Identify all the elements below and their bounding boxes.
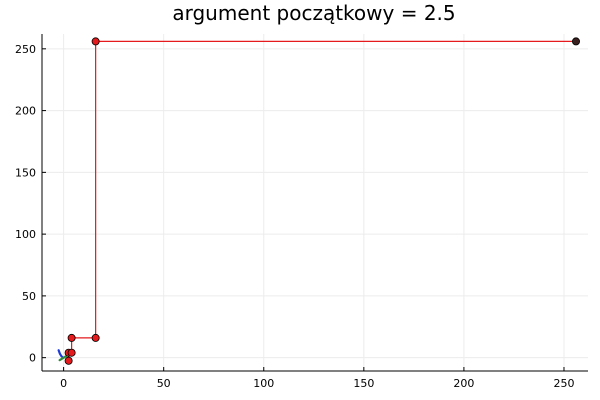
x-tick-label: 150 bbox=[353, 377, 374, 390]
data-point bbox=[571, 37, 580, 46]
data-point bbox=[67, 348, 76, 357]
x-tick-label: 100 bbox=[253, 377, 274, 390]
x-tick-label: 200 bbox=[453, 377, 474, 390]
chart-title: argument początkowy = 2.5 bbox=[172, 1, 455, 25]
y-tick-label: 150 bbox=[15, 166, 36, 179]
x-tick-label: 0 bbox=[60, 377, 67, 390]
y-tick-label: 50 bbox=[22, 290, 36, 303]
data-point bbox=[91, 333, 100, 342]
y-tick-label: 0 bbox=[29, 352, 36, 365]
series-line-cobweb-2 bbox=[68, 40, 577, 359]
y-tick-label: 100 bbox=[15, 228, 36, 241]
ticks-layer: 0 50 100 150 200 250 0 50 100 150 200 250 bbox=[15, 43, 574, 390]
x-tick-label: 250 bbox=[553, 377, 574, 390]
grid-layer bbox=[42, 34, 588, 371]
axes-layer bbox=[41, 34, 588, 372]
data-point bbox=[64, 356, 73, 365]
x-tick-label: 50 bbox=[157, 377, 171, 390]
y-tick-label: 200 bbox=[15, 105, 36, 118]
data-point bbox=[67, 333, 76, 342]
y-tick-label: 250 bbox=[15, 43, 36, 56]
data-point bbox=[91, 37, 100, 46]
series-layer bbox=[57, 40, 577, 362]
points-layer bbox=[64, 37, 580, 365]
